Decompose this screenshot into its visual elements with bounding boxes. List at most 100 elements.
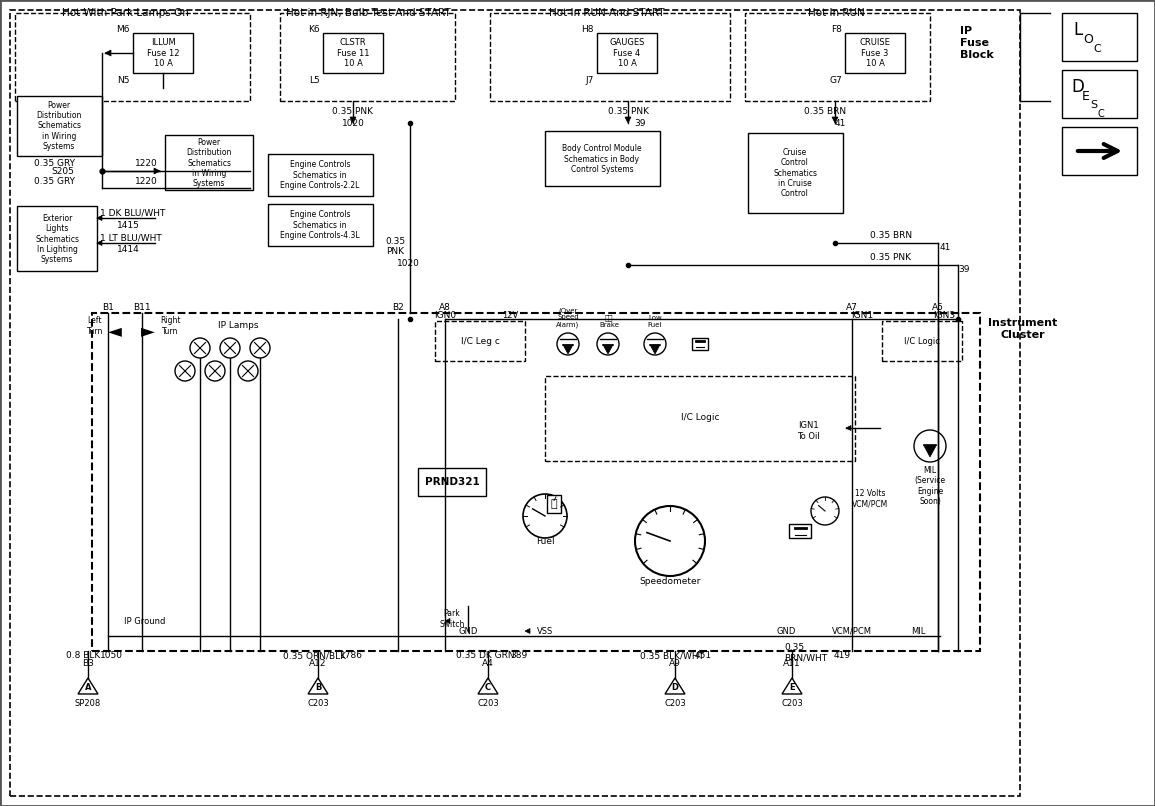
Text: 0.35 ORN/BLK: 0.35 ORN/BLK (283, 651, 346, 660)
Text: 1 LT BLU/WHT: 1 LT BLU/WHT (100, 234, 162, 243)
Text: A5: A5 (932, 304, 944, 313)
Bar (845, 33, 906, 73)
Text: 419: 419 (834, 651, 851, 660)
Text: A11: A11 (783, 659, 800, 668)
Text: GND: GND (776, 626, 796, 635)
Text: 1220: 1220 (135, 177, 158, 185)
Text: C: C (485, 683, 491, 692)
Text: MIL
(Service
Engine
Soon): MIL (Service Engine Soon) (915, 466, 946, 506)
Text: 1020: 1020 (396, 259, 419, 268)
Text: 39: 39 (634, 118, 646, 127)
Bar (745, 13, 930, 101)
Text: Hot In RUN: Hot In RUN (807, 8, 864, 18)
Polygon shape (625, 117, 631, 123)
Text: 0.35 PNK: 0.35 PNK (608, 106, 648, 115)
Bar (268, 204, 373, 246)
Polygon shape (665, 678, 685, 694)
Circle shape (597, 333, 619, 355)
Text: 0.8 BLK: 0.8 BLK (66, 651, 100, 660)
Bar (597, 33, 657, 73)
Text: 0.35: 0.35 (385, 236, 405, 246)
Text: (Over
Speed
Alarm): (Over Speed Alarm) (557, 307, 580, 328)
Text: GAUGES
Fuse 4
10 A: GAUGES Fuse 4 10 A (610, 38, 644, 68)
Polygon shape (154, 168, 161, 174)
Text: ◄: ◄ (109, 322, 122, 340)
Polygon shape (832, 117, 839, 123)
Text: A8: A8 (439, 304, 450, 313)
Text: E: E (1082, 90, 1090, 103)
Text: J7: J7 (586, 76, 594, 85)
Text: 1 DK BLU/WHT: 1 DK BLU/WHT (100, 209, 165, 218)
Text: 0.35 PNK: 0.35 PNK (333, 106, 373, 115)
Bar (1061, 70, 1137, 118)
Polygon shape (845, 426, 851, 430)
Bar (10, 10, 1020, 796)
Text: 41: 41 (834, 118, 845, 127)
Text: BRN/WHT: BRN/WHT (784, 654, 827, 663)
Polygon shape (924, 445, 937, 457)
Text: B1: B1 (102, 304, 114, 313)
Text: C: C (1093, 44, 1101, 54)
Text: Cruise
Control
Schematics
in Cruise
Control: Cruise Control Schematics in Cruise Cont… (773, 147, 817, 198)
Bar (165, 135, 253, 190)
Text: A7: A7 (847, 304, 858, 313)
Text: F8: F8 (832, 26, 842, 35)
Circle shape (191, 338, 210, 358)
Text: Engine Controls
Schematics in
Engine Controls-2.2L: Engine Controls Schematics in Engine Con… (281, 160, 359, 190)
Circle shape (557, 333, 579, 355)
Text: 0.35 BRN: 0.35 BRN (870, 231, 912, 240)
Text: IGN3: IGN3 (933, 311, 955, 321)
Text: S205: S205 (51, 167, 74, 176)
Text: PNK: PNK (386, 247, 404, 256)
Bar (547, 495, 561, 513)
Text: 0.35 GRY: 0.35 GRY (33, 177, 75, 185)
Text: 1220: 1220 (135, 160, 158, 168)
Text: 0.35: 0.35 (784, 643, 804, 653)
Text: CRUISE
Fuse 3
10 A: CRUISE Fuse 3 10 A (859, 38, 891, 68)
Bar (268, 154, 373, 196)
Polygon shape (97, 240, 102, 246)
Circle shape (204, 361, 225, 381)
Circle shape (176, 361, 195, 381)
Text: 1020: 1020 (342, 118, 365, 127)
Polygon shape (445, 618, 450, 624)
Bar (435, 321, 526, 361)
Text: H8: H8 (581, 26, 594, 35)
Text: IGN1
To Oil: IGN1 To Oil (797, 422, 819, 441)
Polygon shape (478, 678, 498, 694)
Text: I/C Leg c: I/C Leg c (461, 336, 499, 346)
Text: Body Control Module
Schematics in Body
Control Systems: Body Control Module Schematics in Body C… (562, 144, 642, 174)
Text: 41: 41 (940, 243, 952, 252)
Text: C: C (1098, 109, 1104, 119)
Polygon shape (650, 345, 660, 354)
Text: B: B (315, 683, 321, 692)
Text: C203: C203 (307, 699, 329, 708)
Bar (323, 33, 383, 73)
Circle shape (219, 338, 240, 358)
Circle shape (238, 361, 258, 381)
Text: Power
Distribution
Schematics
in Wiring
Systems: Power Distribution Schematics in Wiring … (186, 138, 232, 189)
Text: L: L (1073, 21, 1082, 39)
Text: IGN1: IGN1 (851, 311, 873, 321)
Text: VSS: VSS (537, 626, 553, 635)
Text: E: E (789, 683, 795, 692)
Circle shape (811, 497, 839, 525)
Text: L5: L5 (310, 76, 320, 85)
Text: A12: A12 (310, 659, 327, 668)
Text: B3: B3 (82, 659, 94, 668)
Text: Low
Fuel: Low Fuel (648, 315, 662, 328)
Bar (1061, 13, 1137, 61)
Text: GND: GND (459, 626, 478, 635)
Bar (789, 524, 811, 538)
Polygon shape (79, 678, 98, 694)
Bar (17, 206, 97, 271)
Text: 1050: 1050 (100, 651, 122, 660)
Text: D: D (671, 683, 678, 692)
Bar (1061, 127, 1137, 175)
Text: ILLUM
Fuse 12
10 A: ILLUM Fuse 12 10 A (147, 38, 179, 68)
Text: ►: ► (141, 322, 155, 340)
Text: 451: 451 (695, 651, 713, 660)
Text: IP: IP (960, 26, 973, 36)
Text: VCM/PCM: VCM/PCM (832, 626, 872, 635)
Text: Right
Turn: Right Turn (161, 316, 180, 336)
